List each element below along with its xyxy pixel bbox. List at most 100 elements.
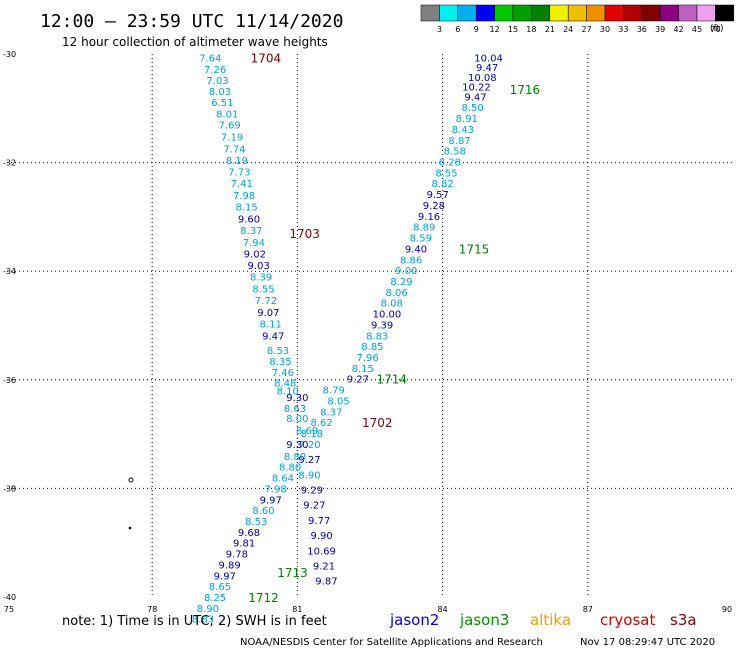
wave-height-label: 7.73 xyxy=(228,167,250,178)
wave-height-label: 9.47 xyxy=(464,92,486,103)
footer-note: note: 1) Time is in UTC; 2) SWH is in fe… xyxy=(62,614,327,629)
wave-height-label: 8.55 xyxy=(435,168,457,179)
wave-height-label: 8.80 xyxy=(279,463,301,474)
wave-height-label: 8.86 xyxy=(400,255,422,266)
wave-height-label: 9.39 xyxy=(371,320,393,331)
wave-height-label: 8.89 xyxy=(413,223,435,234)
wave-height-label: 8.29 xyxy=(390,277,412,288)
wave-height-label: 8.28 xyxy=(439,158,461,169)
wave-height-label: 8.83 xyxy=(366,331,388,342)
island-marker xyxy=(128,526,132,530)
wave-height-label: 8.91 xyxy=(456,114,478,125)
wave-height-label: 8.15 xyxy=(352,364,374,375)
wave-height-label: 10.22 xyxy=(462,83,491,94)
wave-height-label: 9.27 xyxy=(303,501,325,512)
x-tick-label: 87 xyxy=(583,605,593,614)
wave-height-label: 9.97 xyxy=(214,571,236,582)
wave-height-label: 8.65 xyxy=(209,582,231,593)
colorbar-label: 36 xyxy=(637,25,647,34)
wave-height-label: 8.62 xyxy=(310,418,332,429)
wave-height-label: 7.74 xyxy=(223,144,245,155)
wave-height-label: 9.28 xyxy=(423,201,445,212)
wave-height-label: 9.29 xyxy=(301,485,323,496)
colorbar-label: 70 xyxy=(710,25,720,34)
wave-height-label: 8.03 xyxy=(209,87,231,98)
satellite-legend-cryosat: cryosat xyxy=(600,611,655,629)
wave-height-label: 9.21 xyxy=(313,562,335,573)
satellite-legend-altika: altika xyxy=(530,611,571,629)
wave-height-label: 9.89 xyxy=(219,560,241,571)
wave-height-label: 8.82 xyxy=(431,179,453,190)
colorbar-swatch xyxy=(567,4,587,22)
colorbar-swatch xyxy=(549,4,569,22)
wave-height-label: 8.00 xyxy=(286,414,308,425)
wave-height-label: 8.39 xyxy=(250,273,272,284)
wave-height-label: 8.15 xyxy=(235,203,257,214)
colorbar-label: 42 xyxy=(674,25,684,34)
colorbar-label: 12 xyxy=(490,25,500,34)
colorbar-label: 15 xyxy=(508,25,518,34)
wave-height-label: 6.51 xyxy=(211,98,233,109)
y-tick-label: -40 xyxy=(3,593,16,602)
wave-height-label: 10.04 xyxy=(474,53,503,64)
wave-height-label: 9.87 xyxy=(315,577,337,588)
colorbar-swatch xyxy=(659,4,679,22)
wave-height-label: 8.43 xyxy=(452,125,474,136)
wave-height-label: 10.08 xyxy=(468,73,497,84)
chart-subtitle: 12 hour collection of altimeter wave hei… xyxy=(62,35,328,49)
colorbar-swatch xyxy=(604,4,624,22)
colorbar-swatch xyxy=(678,4,698,22)
island-marker xyxy=(128,477,134,483)
wave-height-label: 8.06 xyxy=(385,288,407,299)
y-tick-label: -30 xyxy=(3,50,16,59)
wave-height-label: 7.98 xyxy=(233,191,255,202)
colorbar-label: 3 xyxy=(437,25,442,34)
satellite-legend-s3a: s3a xyxy=(670,611,697,629)
pass-time-label: 1713 xyxy=(277,566,308,580)
pass-time-label: 1715 xyxy=(459,242,490,256)
pass-time-labels: 1704 1703 1702 1716 1715 1714 1713 1712 xyxy=(248,51,540,605)
wave-height-label: 9.90 xyxy=(310,531,332,542)
x-tick-label: 84 xyxy=(438,605,448,614)
x-tick-label: 75 xyxy=(4,605,14,614)
colorbar-label: 24 xyxy=(563,25,573,34)
wave-height-label: 8.83 xyxy=(192,615,214,626)
wave-height-label: 8.48 xyxy=(274,379,296,390)
colorbar-swatch xyxy=(715,4,735,22)
colorbar-label: 9 xyxy=(474,25,479,34)
wave-height-label: 8.63 xyxy=(284,404,306,415)
wave-height-label: 8.10 xyxy=(277,387,299,398)
wave-height-label: 7.94 xyxy=(243,238,265,249)
colorbar-label: 18 xyxy=(526,25,536,34)
colorbar-unit: (ft) xyxy=(710,24,724,34)
wave-height-label: 8.53 xyxy=(245,517,267,528)
wave-height-label: 9.57 xyxy=(427,190,449,201)
colorbar-label: 33 xyxy=(618,25,628,34)
wave-height-label: 7.72 xyxy=(255,296,277,307)
wave-height-label: 9.00 xyxy=(395,266,417,277)
y-tick-label: -34 xyxy=(3,267,16,276)
colorbar-swatch xyxy=(531,4,551,22)
wave-height-label: 8.87 xyxy=(448,136,470,147)
wave-height-label: 7.20 xyxy=(298,440,320,451)
wave-height-label: 7.69 xyxy=(219,121,241,132)
wave-height-label: 7.19 xyxy=(221,133,243,144)
wave-height-label: 9.02 xyxy=(244,249,266,260)
satellite-legend-jason2: jason2 xyxy=(389,611,439,629)
plot-grid xyxy=(7,54,733,597)
colorbar-label: 30 xyxy=(600,25,610,34)
pass-time-label: 1712 xyxy=(248,591,279,605)
wave-height-label: 9.27 xyxy=(298,455,320,466)
wave-height-label: 8.19 xyxy=(226,156,248,167)
x-tick-label: 78 xyxy=(147,605,157,614)
wave-height-label: 8.50 xyxy=(461,103,483,114)
wave-height-points: 7.647.267.038.036.518.017.697.197.748.19… xyxy=(192,53,503,625)
wave-height-label: 8.58 xyxy=(444,147,466,158)
colorbar-swatch xyxy=(641,4,661,22)
pass-time-label: 1714 xyxy=(377,373,408,387)
wave-height-label: 7.96 xyxy=(356,353,378,364)
colorbar-swatch xyxy=(696,4,716,22)
wave-height-label: 10.69 xyxy=(307,546,336,557)
wave-height-label: 9.40 xyxy=(405,244,427,255)
